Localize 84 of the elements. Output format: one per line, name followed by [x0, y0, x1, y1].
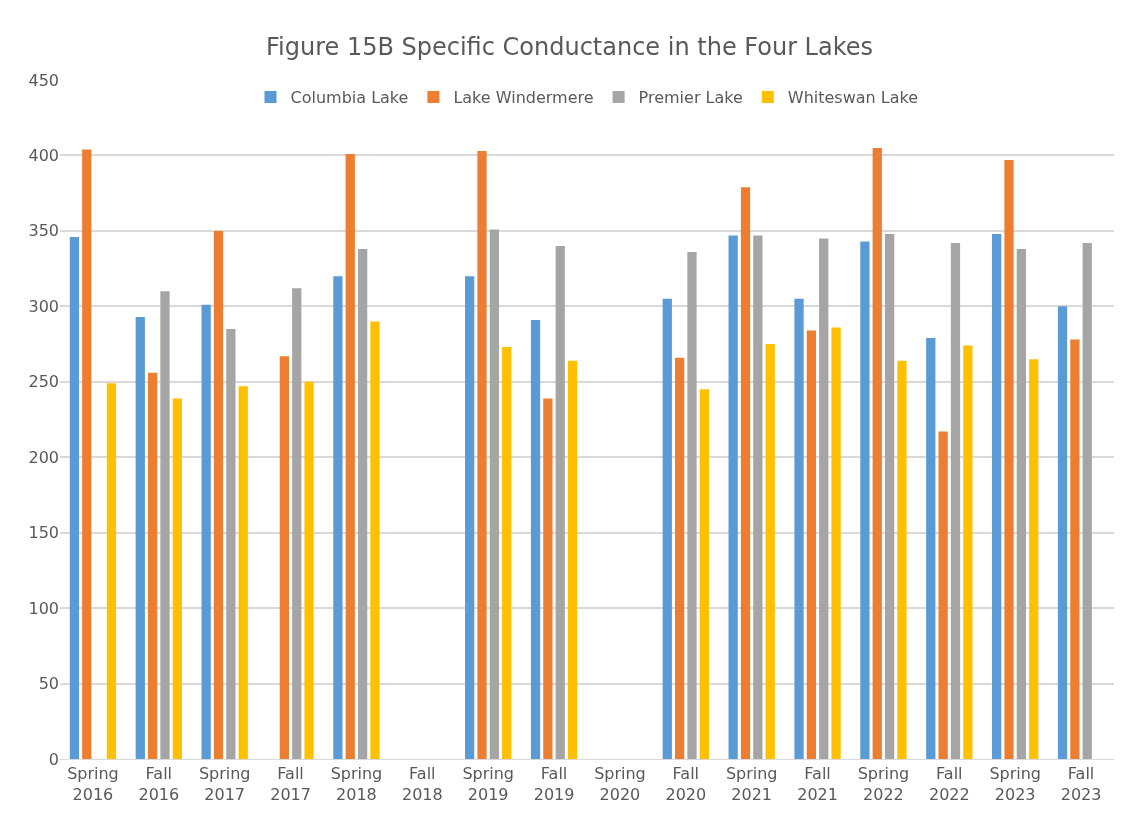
bar — [806, 330, 817, 759]
x-tick-label: Fall 2016 — [138, 764, 180, 804]
legend-label: Whiteswan Lake — [787, 88, 919, 108]
y-tick-label: 0 — [48, 749, 59, 769]
bar — [740, 187, 751, 759]
y-tick-label: 100 — [28, 598, 59, 618]
bar — [279, 356, 290, 759]
y-tick-label: 400 — [28, 146, 59, 166]
y-tick-label: 150 — [28, 523, 59, 543]
y-tick-label: 50 — [38, 674, 59, 694]
chart-title: Figure 15B Specific Conductance in the Four Lakes — [265, 32, 874, 61]
x-tick-label: Spring 2017 — [198, 764, 251, 804]
x-tick-label: Fall 2019 — [533, 764, 575, 804]
bar — [304, 381, 314, 759]
bar — [135, 316, 145, 759]
bar — [69, 236, 80, 759]
bar — [765, 344, 775, 759]
bar — [148, 372, 158, 759]
bar — [992, 233, 1002, 759]
bar — [477, 150, 487, 759]
bar — [819, 238, 829, 759]
bar — [1016, 249, 1026, 759]
x-tick-label: Fall 2017 — [270, 764, 311, 804]
legend-label: Premier Lake — [638, 88, 743, 108]
bar — [926, 338, 936, 759]
y-tick-label: 350 — [28, 221, 59, 241]
bar — [567, 360, 578, 759]
bar — [502, 347, 512, 759]
x-tick-label: Spring 2021 — [725, 764, 778, 804]
bar — [884, 233, 895, 759]
y-tick-label: 300 — [28, 296, 59, 316]
bar — [1057, 306, 1068, 759]
bar — [530, 319, 541, 759]
bar — [292, 288, 302, 759]
bar — [543, 398, 553, 759]
x-tick-label: Spring 2023 — [989, 764, 1042, 804]
x-tick-label: Spring 2020 — [594, 764, 646, 804]
bar — [555, 245, 565, 759]
legend-label: Columbia Lake — [290, 88, 409, 108]
x-tick-label: Fall 2020 — [665, 764, 707, 804]
bar — [950, 242, 961, 759]
bar — [1004, 159, 1014, 759]
bar — [1070, 339, 1080, 759]
bar — [465, 276, 475, 759]
bar — [201, 304, 211, 759]
bar — [1082, 242, 1092, 759]
bar — [860, 241, 870, 759]
x-tick-label: Fall 2023 — [1060, 764, 1102, 804]
bar — [897, 360, 907, 759]
y-tick-label: 450 — [28, 70, 59, 90]
bar — [82, 149, 92, 759]
bar — [370, 321, 380, 759]
x-tick-label: Fall 2018 — [401, 764, 443, 804]
bar — [963, 345, 973, 759]
bar — [938, 431, 948, 759]
bar — [872, 147, 882, 759]
x-tick-label: Spring 2016 — [67, 764, 119, 804]
x-tick-label: Spring 2018 — [330, 764, 383, 804]
bar — [213, 230, 224, 759]
bar — [160, 291, 170, 759]
bar — [238, 386, 248, 759]
bar — [226, 328, 236, 759]
bar — [172, 398, 182, 759]
legend-label: Lake Windermere — [453, 88, 594, 108]
x-tick-label: Fall 2022 — [928, 764, 970, 804]
bar — [699, 389, 709, 759]
bar — [333, 276, 343, 759]
bar — [675, 357, 685, 759]
bar — [662, 298, 672, 759]
bar — [345, 153, 355, 759]
bar — [687, 252, 697, 759]
bar — [831, 327, 841, 759]
x-tick-label: Spring 2022 — [857, 764, 910, 804]
bar — [489, 229, 499, 759]
x-tick-label: Spring 2019 — [462, 764, 515, 804]
bar — [728, 235, 738, 759]
bar — [106, 383, 117, 759]
x-tick-label: Fall 2021 — [797, 764, 838, 804]
bar — [753, 235, 763, 759]
y-tick-label: 200 — [28, 447, 59, 467]
y-tick-label: 250 — [28, 372, 59, 392]
bar — [357, 249, 368, 759]
bar — [1029, 359, 1039, 759]
bar — [794, 298, 804, 759]
